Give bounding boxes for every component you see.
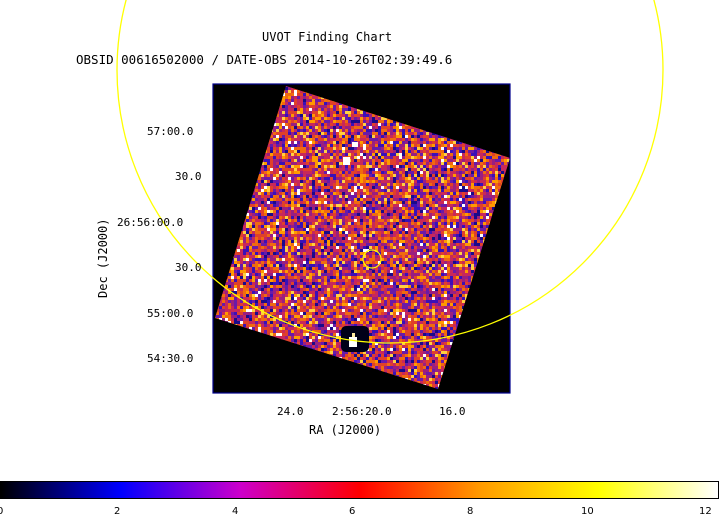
dec-tick-label: 55:00.0 [147,307,194,320]
colorbar-label: 2 [114,506,121,517]
dec-tick-label: 54:30.0 [147,352,194,365]
colorbar-label: 6 [349,506,356,517]
ra-tick-label: 24.0 [277,405,304,418]
colorbar-label: 0 [0,506,4,517]
colorbar-label: 8 [467,506,474,517]
colorbar [0,481,719,499]
bright-source-top [352,142,358,147]
dec-tick-label: 26:56:00.0 [117,216,184,229]
y-axis-label: Dec (J2000) [96,218,110,298]
colorbar-label: 12 [699,506,712,517]
bright-source-upper [343,157,350,165]
dec-tick-label: 30.0 [175,261,202,274]
colorbar-label: 10 [581,506,594,517]
ra-tick-label: 16.0 [439,405,466,418]
chart-subtitle: OBSID 00616502000 / DATE-OBS 2014-10-26T… [76,52,453,67]
dec-tick-label: 30.0 [175,170,202,183]
chart-title: UVOT Finding Chart [262,30,393,44]
error-circle-large [116,0,664,344]
bright-source-bottom [341,326,369,352]
ra-tick-label: 2:56:20.0 [332,405,392,418]
finding-chart-image [116,0,664,394]
dec-tick-label: 57:00.0 [147,125,194,138]
target-circle [362,249,382,269]
x-axis-label: RA (J2000) [309,423,382,437]
colorbar-label: 4 [232,506,239,517]
